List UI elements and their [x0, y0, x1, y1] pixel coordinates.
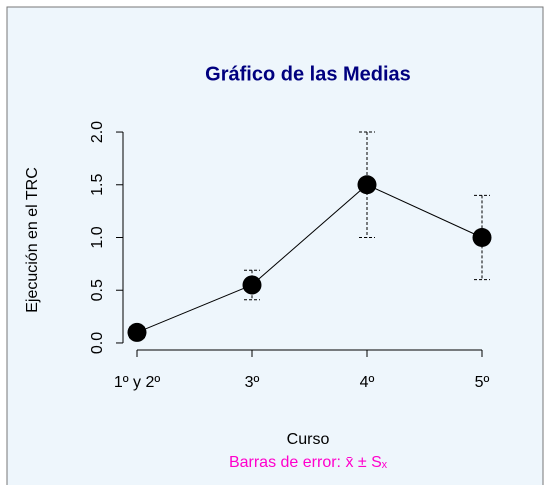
y-tick-label: 1.0 — [89, 226, 106, 248]
error-bar-lines — [244, 269, 260, 301]
x-tick-label: 5º — [475, 374, 490, 391]
y-tick-label: 0.0 — [89, 332, 106, 354]
y-tick-label: 1.5 — [89, 174, 106, 196]
x-tick-label: 1º y 2º — [114, 374, 161, 391]
subtitle: Barras de error: x̄ ± Sₓ — [229, 454, 388, 471]
panel — [6, 6, 544, 485]
x-tick-label: 3º — [245, 374, 260, 391]
x-tick-label: 4º — [360, 374, 375, 391]
line — [136, 184, 483, 333]
point — [357, 175, 377, 195]
point — [472, 228, 492, 247]
y-tick-label: 0.5 — [89, 279, 106, 301]
error-bar — [244, 269, 260, 301]
x-axis-label: Curso — [287, 431, 330, 448]
point — [242, 275, 262, 295]
y-axis-label: Ejecución en el TRC — [24, 167, 41, 313]
point — [127, 322, 147, 342]
y-tick-label: 2.0 — [89, 121, 106, 143]
chart-title: Gráfico de las Medias — [205, 63, 411, 85]
